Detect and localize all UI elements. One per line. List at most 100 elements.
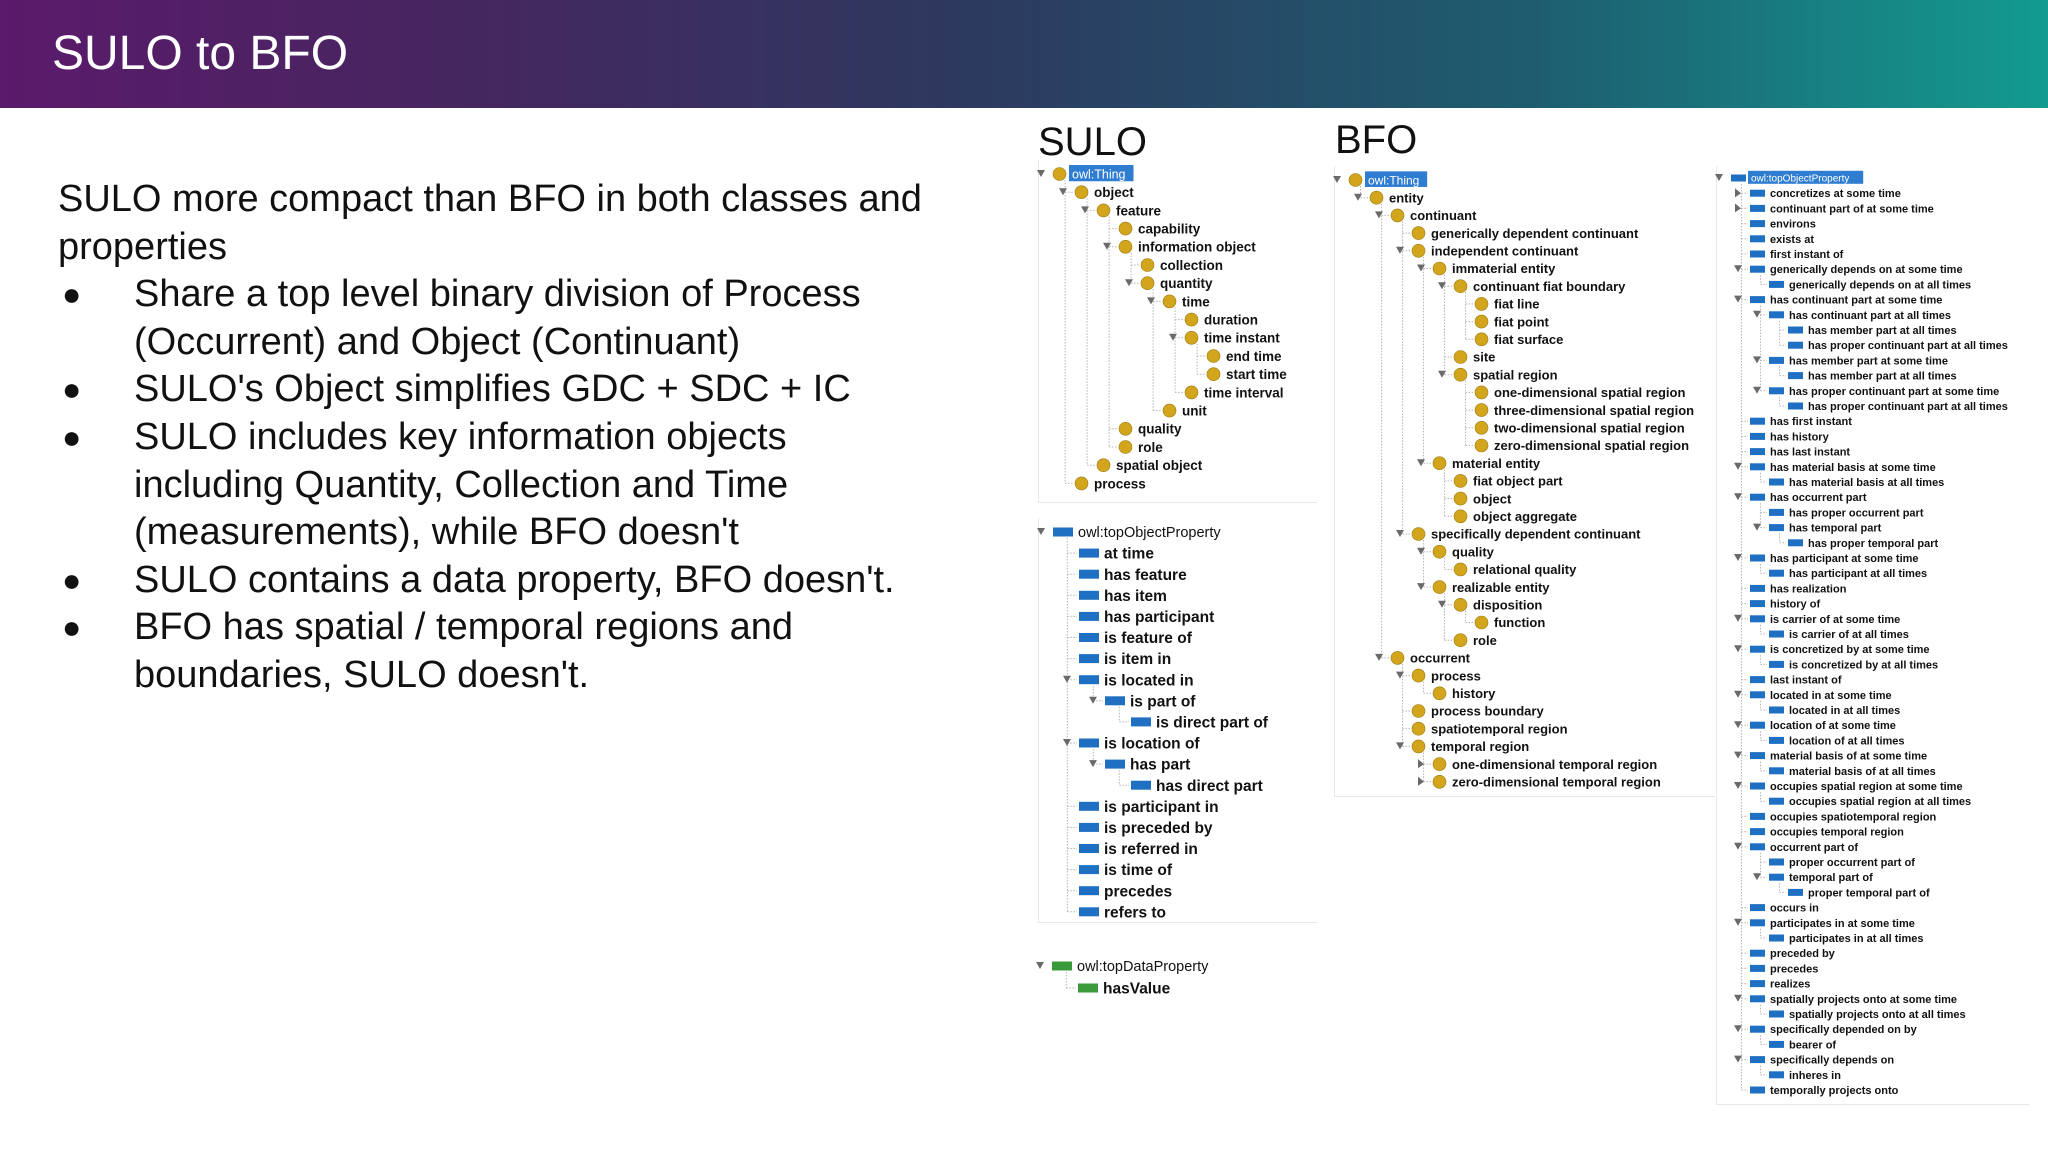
tree-node-label[interactable]: occupies spatial region at all times <box>1789 796 1971 808</box>
tree-node-label[interactable]: occupies spatiotemporal region <box>1770 811 1937 823</box>
tree-node-label[interactable]: is feature of <box>1104 630 1193 647</box>
tree-node-label[interactable]: has member part at all times <box>1808 325 1957 337</box>
collapse-toggle-icon[interactable] <box>1089 696 1097 704</box>
tree-node-label[interactable]: time instant <box>1204 331 1280 346</box>
collapse-toggle-icon[interactable] <box>1333 176 1341 183</box>
tree-node-label[interactable]: generically depends on at some time <box>1770 264 1963 276</box>
expand-toggle-icon[interactable] <box>1735 188 1741 198</box>
tree-node-label[interactable]: fiat line <box>1494 297 1540 312</box>
collapse-toggle-icon[interactable] <box>1734 842 1742 850</box>
tree-node-label[interactable]: history <box>1452 686 1496 701</box>
tree-node-label[interactable]: is participant in <box>1104 799 1219 816</box>
collapse-toggle-icon[interactable] <box>1753 356 1761 364</box>
tree-node-label[interactable]: inheres in <box>1789 1070 1841 1082</box>
tree-node-label[interactable]: temporal region <box>1431 739 1529 754</box>
tree-node-label[interactable]: role <box>1138 440 1163 455</box>
tree-node-label[interactable]: has material basis at all times <box>1789 477 1944 489</box>
tree-node-label[interactable]: continuant part of at some time <box>1770 203 1934 215</box>
tree-node-label[interactable]: has proper occurrent part <box>1789 507 1924 519</box>
collapse-toggle-icon[interactable] <box>1089 760 1097 768</box>
tree-node-label[interactable]: has material basis at some time <box>1770 462 1936 474</box>
tree-node-label[interactable]: has proper temporal part <box>1808 538 1939 550</box>
tree-node-label[interactable]: is part of <box>1130 693 1196 710</box>
collapse-toggle-icon[interactable] <box>1734 751 1742 759</box>
collapse-toggle-icon[interactable] <box>1734 295 1742 303</box>
collapse-toggle-icon[interactable] <box>1417 547 1425 555</box>
tree-node-label[interactable]: at time <box>1104 546 1154 563</box>
tree-node-label[interactable]: has last instant <box>1770 447 1850 459</box>
tree-node-label[interactable]: site <box>1473 350 1495 365</box>
tree-node-label[interactable]: is direct part of <box>1156 714 1269 731</box>
tree-node-label[interactable]: spatially projects onto at some time <box>1770 994 1957 1006</box>
collapse-toggle-icon[interactable] <box>1753 310 1761 318</box>
collapse-toggle-icon[interactable] <box>1417 459 1425 467</box>
tree-node-label[interactable]: has history <box>1770 431 1830 443</box>
collapse-toggle-icon[interactable] <box>1417 583 1425 591</box>
tree-node-label[interactable]: has realization <box>1770 583 1847 595</box>
tree-node-label[interactable]: has continuant part at all times <box>1789 310 1951 322</box>
tree-node-label[interactable]: information object <box>1138 240 1256 255</box>
collapse-toggle-icon[interactable] <box>1396 246 1404 254</box>
tree-node-label[interactable]: first instant of <box>1770 249 1844 261</box>
tree-node-label[interactable]: role <box>1473 633 1497 648</box>
tree-node-label[interactable]: exists at <box>1770 234 1814 246</box>
collapse-toggle-icon[interactable] <box>1753 386 1761 394</box>
collapse-toggle-icon[interactable] <box>1753 873 1761 881</box>
tree-node-label[interactable]: is concretized by at all times <box>1789 659 1938 671</box>
collapse-toggle-icon[interactable] <box>1037 528 1045 535</box>
tree-node-label[interactable]: continuant <box>1410 208 1477 223</box>
tree-node-label[interactable]: object aggregate <box>1473 509 1577 524</box>
tree-node-label[interactable]: owl:Thing <box>1368 173 1419 187</box>
tree-node-label[interactable]: specifically depended on by <box>1770 1024 1918 1036</box>
expand-toggle-icon[interactable] <box>1418 759 1424 769</box>
tree-node-label[interactable]: concretizes at some time <box>1770 188 1901 200</box>
tree-node-label[interactable]: process <box>1094 476 1146 491</box>
collapse-toggle-icon[interactable] <box>1715 174 1723 181</box>
tree-node-label[interactable]: located in at some time <box>1770 690 1892 702</box>
tree-node-label[interactable]: specifically depends on <box>1770 1055 1894 1067</box>
tree-node-label[interactable]: time interval <box>1204 385 1284 400</box>
expand-toggle-icon[interactable] <box>1735 203 1741 213</box>
collapse-toggle-icon[interactable] <box>1375 211 1383 219</box>
tree-node-label[interactable]: continuant fiat boundary <box>1473 279 1626 294</box>
tree-node-label[interactable]: location of at all times <box>1789 735 1905 747</box>
tree-node-label[interactable]: last instant of <box>1770 675 1842 687</box>
tree-node-label[interactable]: has participant at some time <box>1770 553 1919 565</box>
tree-node-label[interactable]: time <box>1182 294 1210 309</box>
collapse-toggle-icon[interactable] <box>1734 554 1742 561</box>
collapse-toggle-icon[interactable] <box>1734 918 1742 926</box>
collapse-toggle-icon[interactable] <box>1734 690 1742 698</box>
collapse-toggle-icon[interactable] <box>1396 530 1404 537</box>
tree-node-label[interactable]: occupies spatial region at some time <box>1770 781 1963 793</box>
collapse-toggle-icon[interactable] <box>1063 739 1071 746</box>
tree-node-label[interactable]: location of at some time <box>1770 720 1896 732</box>
collapse-toggle-icon[interactable] <box>1438 370 1446 378</box>
tree-node-label[interactable]: process boundary <box>1431 704 1544 719</box>
collapse-toggle-icon[interactable] <box>1734 994 1742 1002</box>
tree-node-label[interactable]: history of <box>1770 599 1820 611</box>
tree-node-label[interactable]: generically depends on at all times <box>1789 279 1971 291</box>
collapse-toggle-icon[interactable] <box>1059 188 1067 196</box>
tree-node-label[interactable]: spatial region <box>1473 367 1558 382</box>
collapse-toggle-icon[interactable] <box>1417 264 1425 272</box>
tree-node-label[interactable]: has member part at all times <box>1808 371 1957 383</box>
tree-node-label[interactable]: generically dependent continuant <box>1431 226 1639 241</box>
tree-node-label[interactable]: entity <box>1389 190 1424 205</box>
collapse-toggle-icon[interactable] <box>1734 721 1742 729</box>
collapse-toggle-icon[interactable] <box>1036 962 1044 969</box>
tree-node-label[interactable]: occupies temporal region <box>1770 827 1904 839</box>
collapse-toggle-icon[interactable] <box>1734 493 1742 501</box>
tree-node-label[interactable]: three-dimensional spatial region <box>1494 403 1694 418</box>
tree-node-label[interactable]: located in at all times <box>1789 705 1900 717</box>
collapse-toggle-icon[interactable] <box>1063 675 1071 683</box>
tree-node-label[interactable]: quality <box>1452 544 1495 559</box>
tree-node-label[interactable]: realizes <box>1770 979 1810 991</box>
tree-node-label[interactable]: environs <box>1770 219 1816 231</box>
tree-node-label[interactable]: is item in <box>1104 651 1171 668</box>
collapse-toggle-icon[interactable] <box>1103 242 1111 250</box>
tree-node-label[interactable]: is referred in <box>1104 841 1198 858</box>
tree-node-label[interactable]: has continuant part at some time <box>1770 295 1942 307</box>
tree-node-label[interactable]: proper temporal part of <box>1808 887 1930 899</box>
tree-node-label[interactable]: is carrier of at all times <box>1789 629 1909 641</box>
tree-node-label[interactable]: material entity <box>1452 456 1541 471</box>
